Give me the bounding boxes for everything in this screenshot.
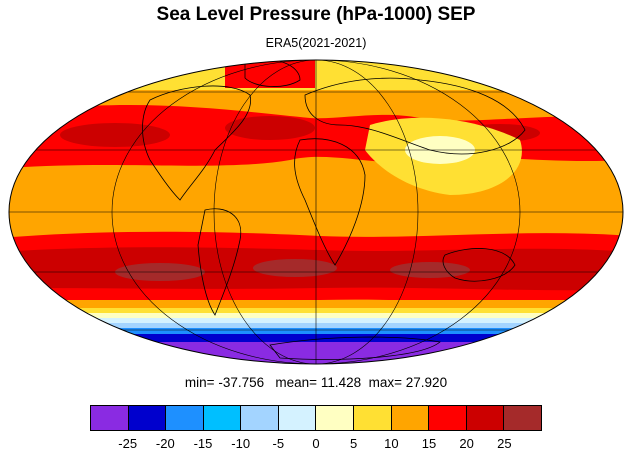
colorbar-swatch — [316, 406, 355, 430]
colorbar-swatch — [278, 406, 317, 430]
min-value: -37.756 — [218, 375, 265, 390]
chart-subtitle: ERA5(2021-2021) — [265, 36, 367, 50]
colorbar-tick-label: -5 — [272, 436, 285, 451]
colorbar-swatch — [429, 406, 467, 430]
globe-outline — [8, 59, 624, 365]
colorbar-tick-label: -25 — [118, 436, 138, 451]
colorbar-tick-label: 25 — [497, 436, 512, 451]
coastlines — [142, 60, 526, 360]
colorbar-swatch — [241, 406, 279, 430]
colorbar — [90, 405, 542, 431]
stats-line: min= -37.756 mean= 11.428 max= 27.920 — [0, 375, 632, 390]
colorbar-swatch — [354, 406, 392, 430]
colorbar-swatch — [504, 406, 541, 430]
field-indian-high — [390, 262, 470, 278]
colorbar-tick-label: 10 — [384, 436, 399, 451]
colorbar-swatch — [91, 406, 129, 430]
colorbar-swatch — [391, 406, 430, 430]
field-greenland-high — [225, 60, 315, 88]
colorbar-tick-label: 0 — [312, 436, 320, 451]
colorbar-swatch — [466, 406, 505, 430]
colorbar-swatch — [128, 406, 167, 430]
colorbar-tick-label: -20 — [155, 436, 175, 451]
max-label: max= — [368, 375, 403, 390]
field-south-atlantic-high — [253, 259, 337, 277]
chart-title: Sea Level Pressure (hPa-1000) SEP — [156, 4, 476, 25]
colorbar-tick-label: -10 — [231, 436, 251, 451]
colorbar-ticks: -25 -20 -15 -10 -5 0 5 10 15 20 25 — [90, 436, 542, 452]
colorbar-tick-label: 15 — [421, 436, 437, 451]
mean-value: 11.428 — [320, 375, 362, 390]
field-azores-high — [225, 116, 315, 140]
colorbar-tick-label: -15 — [193, 436, 213, 451]
colorbar-swatch — [203, 406, 242, 430]
graticule — [9, 60, 623, 364]
colorbar-tick-label: 20 — [459, 436, 474, 451]
mean-label: mean= — [275, 375, 318, 390]
field-pacific-high — [60, 123, 170, 147]
max-value: 27.920 — [405, 375, 448, 390]
pressure-map — [8, 59, 624, 365]
min-label: min= — [184, 375, 215, 390]
colorbar-tick-label: 5 — [350, 436, 358, 451]
colorbar-swatch — [166, 406, 204, 430]
